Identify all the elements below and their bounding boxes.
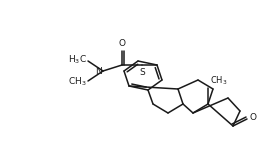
Text: O: O xyxy=(119,39,126,48)
Text: O: O xyxy=(250,114,257,122)
Text: CH$_3$: CH$_3$ xyxy=(68,76,87,88)
Text: N: N xyxy=(95,66,102,76)
Text: S: S xyxy=(139,68,145,77)
Text: H$_3$C: H$_3$C xyxy=(68,54,87,66)
Text: CH$_3$: CH$_3$ xyxy=(210,75,228,87)
